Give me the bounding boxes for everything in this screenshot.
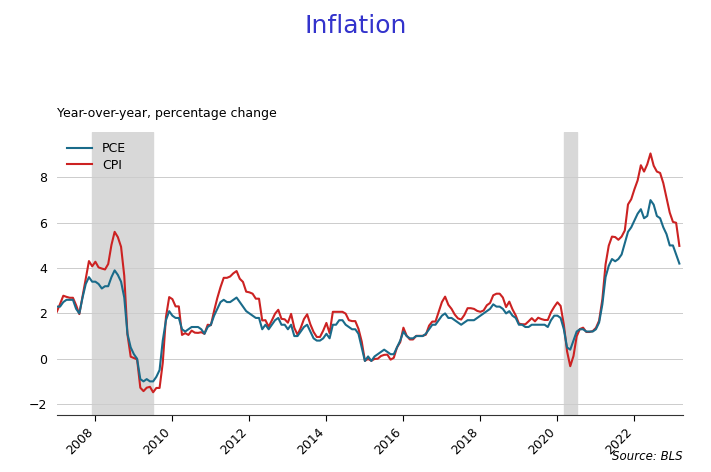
PCE [547, 317, 555, 323]
CPI [383, 352, 392, 357]
Text: Inflation: Inflation [304, 14, 407, 38]
PCE [88, 279, 97, 285]
CPI [675, 243, 684, 249]
CPI [88, 263, 97, 269]
CPI [589, 328, 597, 334]
Bar [92, 132, 153, 415]
PCE [611, 259, 619, 264]
PCE [646, 197, 655, 203]
CPI [223, 275, 231, 281]
Legend: PCE, CPI: PCE, CPI [63, 138, 129, 176]
Text: Source: BLS: Source: BLS [612, 449, 683, 463]
CPI [611, 234, 619, 240]
CPI [149, 389, 157, 395]
PCE [589, 329, 597, 334]
PCE [383, 349, 392, 355]
PCE [53, 304, 61, 310]
PCE [139, 379, 148, 384]
Text: Year-over-year, percentage change: Year-over-year, percentage change [57, 107, 277, 120]
Line: PCE: PCE [57, 200, 680, 381]
Line: CPI: CPI [57, 153, 680, 392]
PCE [223, 299, 231, 305]
CPI [53, 309, 61, 314]
CPI [547, 310, 555, 315]
PCE [675, 261, 684, 266]
Bar [564, 132, 577, 415]
CPI [646, 151, 655, 156]
